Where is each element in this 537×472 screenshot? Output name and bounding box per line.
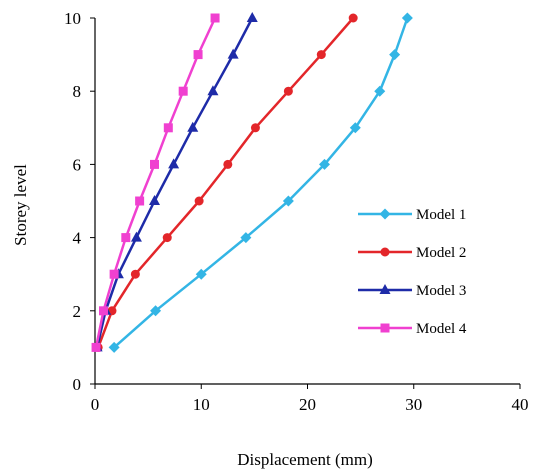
data-point (207, 85, 219, 96)
data-point (108, 341, 120, 353)
data-point (227, 48, 239, 59)
data-point (223, 159, 233, 169)
x-tick-label: 30 (405, 395, 422, 414)
data-point (210, 13, 220, 23)
series-line (95, 17, 254, 348)
legend-entry-model-2: Model 2 (358, 245, 466, 261)
legend-marker (379, 284, 391, 294)
x-axis-title: Displacement (mm) (237, 450, 373, 469)
data-point (130, 231, 142, 242)
y-tick-label: 10 (64, 9, 81, 28)
legend-entry-model-3: Model 3 (358, 283, 466, 299)
data-point (150, 305, 162, 317)
data-point (168, 158, 180, 169)
data-point (149, 195, 160, 205)
x-tick-label: 0 (91, 395, 100, 414)
y-axis-title: Storey level (11, 164, 30, 246)
data-point (135, 196, 145, 206)
x-tick-label: 20 (299, 395, 316, 414)
data-point (130, 269, 140, 279)
series-model-4 (91, 13, 220, 352)
data-point (187, 121, 199, 132)
legend-label: Model 1 (416, 207, 466, 223)
data-point (283, 86, 293, 96)
data-point (178, 86, 188, 96)
legend-marker (380, 323, 390, 333)
x-tick-label: 40 (512, 395, 529, 414)
legend-label: Model 2 (416, 245, 466, 261)
data-point (121, 233, 131, 243)
data-point (349, 122, 361, 134)
series-line (113, 17, 409, 349)
y-tick-label: 8 (73, 82, 82, 101)
data-point (401, 12, 413, 24)
y-tick-label: 6 (73, 155, 82, 174)
legend-marker (380, 247, 390, 257)
data-point (109, 269, 119, 279)
legend-marker (379, 208, 391, 220)
legend-label: Model 3 (416, 283, 466, 299)
y-tick-label: 2 (73, 302, 82, 321)
data-point (316, 50, 326, 60)
legend: Model 1 Model 2 Model 3 Model 4 (358, 207, 467, 337)
series-model-1 (108, 12, 413, 353)
series-layer (91, 12, 413, 353)
data-point (193, 50, 203, 60)
series-model-3 (91, 12, 258, 352)
data-point (348, 13, 358, 23)
data-point (240, 232, 252, 244)
ticks: 0 10 20 30 40 0 2 4 6 8 10 (64, 9, 529, 414)
data-point (150, 159, 159, 169)
series-model-2 (93, 13, 358, 352)
x-tick-label: 10 (193, 395, 210, 414)
data-point (389, 49, 401, 61)
data-point (246, 12, 258, 22)
legend-entry-model-4: Model 4 (358, 321, 467, 337)
data-point (374, 85, 386, 97)
legend-label: Model 4 (416, 321, 467, 337)
y-tick-label: 4 (73, 229, 82, 248)
data-point (282, 195, 294, 207)
data-point (319, 158, 330, 170)
legend-entry-model-1: Model 1 (358, 207, 466, 223)
data-point (91, 342, 101, 352)
data-point (163, 123, 173, 133)
data-point (162, 233, 172, 243)
series-line (97, 17, 355, 348)
data-point (99, 306, 108, 316)
y-tick-label: 0 (73, 375, 82, 394)
data-point (195, 268, 207, 280)
data-point (250, 123, 260, 133)
data-point (194, 196, 204, 206)
series-line (94, 17, 217, 348)
